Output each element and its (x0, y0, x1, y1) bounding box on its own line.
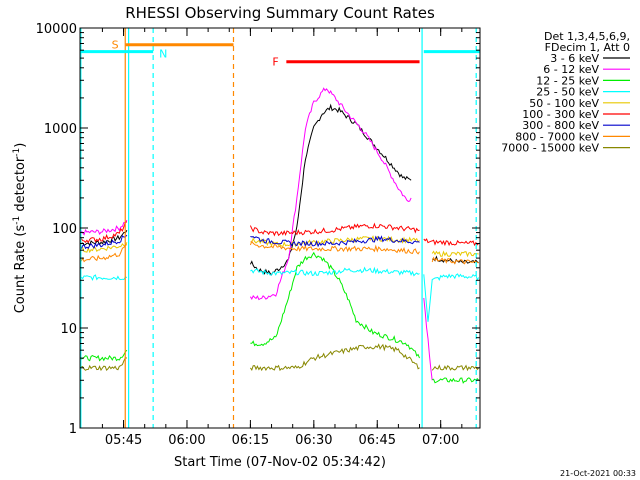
legend-label-8: 7000 - 15000 keV (501, 142, 599, 155)
x-tick-label-4: 06:45 (359, 433, 396, 448)
series-line-7-seg2 (249, 240, 420, 255)
series-line-5-seg1 (80, 221, 128, 244)
chart-title: RHESSI Observing Summary Count Rates (125, 4, 435, 22)
series-line-4-seg2 (250, 235, 420, 248)
plot-frame (79, 27, 481, 429)
series-line-7-seg1 (80, 244, 128, 263)
series-line-4-seg3 (431, 250, 479, 258)
y-tick-label-2: 100 (52, 222, 77, 237)
legend-label-0: 3 - 6 keV (550, 52, 599, 65)
flag-label-F: F (272, 56, 278, 69)
flag-label-S: S (112, 39, 119, 52)
series-line-3-seg1 (80, 274, 128, 282)
x-axis-label: Start Time (07-Nov-02 05:34:42) (174, 455, 386, 470)
series-line-2-seg3 (432, 377, 480, 384)
series-line-3-seg3 (423, 273, 480, 322)
series-line-2-seg1 (81, 349, 128, 362)
series-line-5-seg3 (423, 238, 480, 247)
x-tick-label-0: 05:45 (105, 433, 142, 448)
series-line-6-seg2 (250, 235, 420, 248)
generation-timestamp: 21-Oct-2021 00:33 (560, 469, 636, 478)
legend-header-decimation: FDecim 1, Att 0 (545, 41, 630, 54)
x-axis: 05:45 06:00 06:15 06:30 06:45 07:00 (101, 28, 463, 448)
series-line-4-seg1 (81, 242, 128, 254)
y-tick-label-3: 1000 (44, 122, 77, 137)
x-tick-label-3: 06:30 (295, 433, 332, 448)
series-line-1-seg1 (80, 219, 128, 236)
legend-label-1: 6 - 12 keV (543, 63, 599, 76)
series-line-8-seg2 (249, 343, 420, 372)
series-line-8-seg3 (431, 364, 480, 372)
x-tick-label-1: 06:00 (168, 433, 205, 448)
legend-label-2: 12 - 25 keV (536, 74, 599, 87)
time-marker-lines (80, 28, 477, 428)
x-tick-label-5: 07:00 (422, 433, 459, 448)
series-line-1-seg2 (249, 87, 412, 301)
series-line-7-seg3 (431, 256, 479, 265)
y-axis-label: Count Rate (s-1 detector-1) (12, 143, 28, 314)
legend-label-7: 800 - 7000 keV (515, 130, 599, 143)
legend-label-6: 300 - 800 keV (522, 119, 599, 132)
legend: Det 1,3,4,5,6,9, FDecim 1, Att 0 3 - 6 k… (501, 30, 630, 155)
series-line-6-seg1 (80, 234, 128, 250)
y-tick-label-0: 1 (69, 422, 77, 437)
plot-lines (80, 87, 480, 384)
series-line-3-seg2 (250, 266, 420, 277)
series-line-2-seg2 (250, 251, 420, 359)
legend-header-detectors: Det 1,3,4,5,6,9, (544, 30, 630, 43)
series-line-5-seg2 (249, 222, 420, 237)
y-tick-label-4: 10000 (36, 22, 77, 37)
legend-label-5: 100 - 300 keV (522, 108, 599, 121)
series-line-0-seg1 (81, 229, 128, 247)
legend-label-4: 50 - 100 keV (529, 97, 599, 110)
series-line-8-seg1 (81, 357, 128, 372)
series-line-1-seg3 (423, 297, 433, 381)
flag-bars: S N F (80, 39, 480, 69)
y-axis: 1 10 100 1000 10000 (36, 22, 480, 437)
series-line-0-seg2 (249, 103, 412, 276)
flag-label-N: N (159, 48, 167, 61)
legend-label-3: 25 - 50 keV (536, 86, 599, 99)
x-tick-label-2: 06:15 (232, 433, 269, 448)
y-tick-label-1: 10 (60, 322, 77, 337)
